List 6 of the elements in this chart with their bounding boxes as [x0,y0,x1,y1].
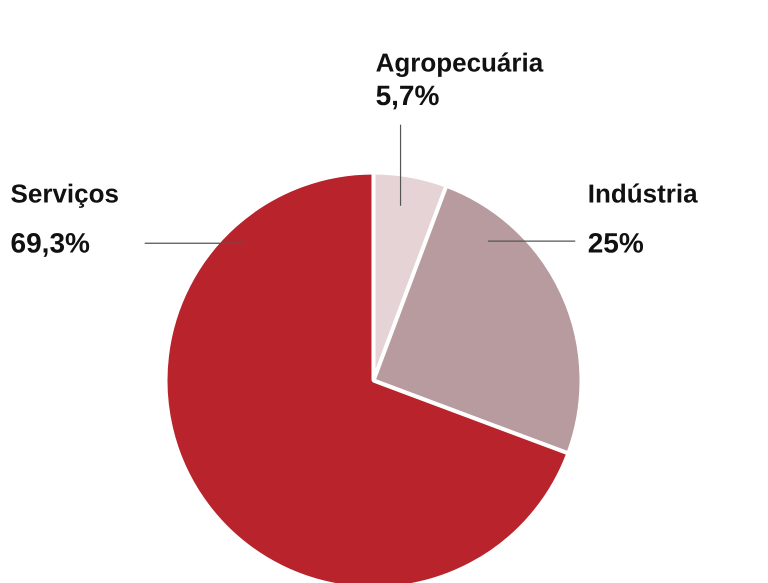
slice-label: Agropecuária [376,47,544,78]
data-label: 5,7% [376,80,440,112]
data-label: 69,3% [10,228,90,259]
data-label: 25% [588,228,644,259]
slice-label: Serviços [10,178,119,208]
slice-label: Indústria [588,178,698,208]
